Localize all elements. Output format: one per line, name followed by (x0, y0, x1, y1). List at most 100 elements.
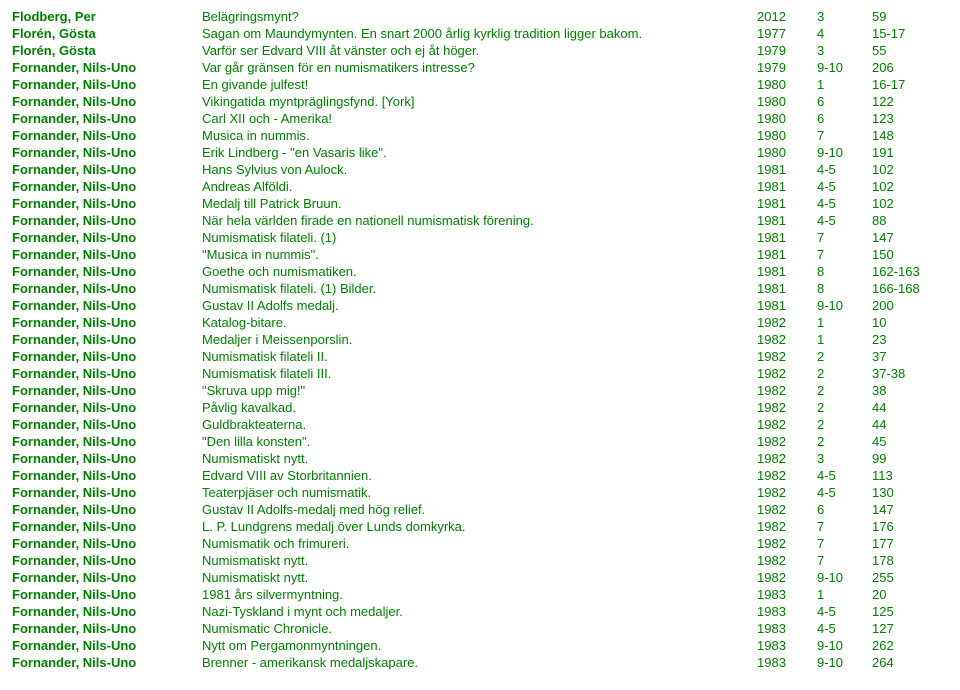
title-cell: "Skruva upp mig!" (202, 382, 757, 399)
table-row: Fornander, Nils-UnoNumismatisk filateli.… (12, 280, 948, 297)
table-row: Fornander, Nils-UnoCarl XII och - Amerik… (12, 110, 948, 127)
page-cell: 150 (872, 246, 948, 263)
page-cell: 10 (872, 314, 948, 331)
author-cell: Fornander, Nils-Uno (12, 110, 202, 127)
table-row: Fornander, Nils-UnoL. P. Lundgrens medal… (12, 518, 948, 535)
year-cell: 1977 (757, 25, 817, 42)
title-cell: Musica in nummis. (202, 127, 757, 144)
issue-cell: 9-10 (817, 144, 872, 161)
year-cell: 1982 (757, 569, 817, 586)
page-cell: 38 (872, 382, 948, 399)
table-row: Fornander, Nils-UnoErik Lindberg - "en V… (12, 144, 948, 161)
title-cell: Goethe och numismatiken. (202, 263, 757, 280)
issue-cell: 2 (817, 433, 872, 450)
year-cell: 1981 (757, 229, 817, 246)
issue-cell: 3 (817, 8, 872, 25)
year-cell: 1982 (757, 433, 817, 450)
author-cell: Fornander, Nils-Uno (12, 314, 202, 331)
author-cell: Fornander, Nils-Uno (12, 93, 202, 110)
title-cell: Hans Sylvius von Aulock. (202, 161, 757, 178)
issue-cell: 9-10 (817, 654, 872, 671)
page-cell: 147 (872, 501, 948, 518)
year-cell: 1982 (757, 314, 817, 331)
author-cell: Fornander, Nils-Uno (12, 144, 202, 161)
year-cell: 1982 (757, 331, 817, 348)
table-row: Fornander, Nils-UnoAndreas Alföldi.19814… (12, 178, 948, 195)
page-cell: 37 (872, 348, 948, 365)
table-row: Fornander, Nils-Uno1981 års silvermyntni… (12, 586, 948, 603)
title-cell: Numismatisk filateli II. (202, 348, 757, 365)
issue-cell: 2 (817, 416, 872, 433)
issue-cell: 7 (817, 127, 872, 144)
page-cell: 200 (872, 297, 948, 314)
issue-cell: 2 (817, 348, 872, 365)
page-cell: 123 (872, 110, 948, 127)
page-cell: 166-168 (872, 280, 948, 297)
issue-cell: 7 (817, 518, 872, 535)
title-cell: "Musica in nummis". (202, 246, 757, 263)
issue-cell: 2 (817, 365, 872, 382)
table-row: Fornander, Nils-UnoNumismatiskt nytt.198… (12, 569, 948, 586)
year-cell: 1982 (757, 416, 817, 433)
title-cell: En givande julfest! (202, 76, 757, 93)
author-cell: Fornander, Nils-Uno (12, 127, 202, 144)
page-cell: 262 (872, 637, 948, 654)
issue-cell: 4-5 (817, 178, 872, 195)
table-row: Fornander, Nils-UnoMedaljer i Meissenpor… (12, 331, 948, 348)
page-cell: 177 (872, 535, 948, 552)
year-cell: 1982 (757, 365, 817, 382)
author-cell: Fornander, Nils-Uno (12, 178, 202, 195)
page-cell: 20 (872, 586, 948, 603)
author-cell: Fornander, Nils-Uno (12, 297, 202, 314)
author-cell: Fornander, Nils-Uno (12, 620, 202, 637)
title-cell: Nytt om Pergamonmyntningen. (202, 637, 757, 654)
issue-cell: 6 (817, 110, 872, 127)
author-cell: Fornander, Nils-Uno (12, 399, 202, 416)
issue-cell: 9-10 (817, 59, 872, 76)
year-cell: 1983 (757, 637, 817, 654)
title-cell: L. P. Lundgrens medalj över Lunds domkyr… (202, 518, 757, 535)
year-cell: 1982 (757, 535, 817, 552)
author-cell: Florén, Gösta (12, 42, 202, 59)
author-cell: Fornander, Nils-Uno (12, 450, 202, 467)
table-row: Fornander, Nils-UnoNumismatiskt nytt.198… (12, 450, 948, 467)
title-cell: Katalog-bitare. (202, 314, 757, 331)
author-cell: Fornander, Nils-Uno (12, 484, 202, 501)
year-cell: 1981 (757, 297, 817, 314)
author-cell: Fornander, Nils-Uno (12, 246, 202, 263)
year-cell: 1983 (757, 603, 817, 620)
author-cell: Fornander, Nils-Uno (12, 263, 202, 280)
table-row: Fornander, Nils-UnoNumismatisk filateli.… (12, 229, 948, 246)
table-row: Fornander, Nils-Uno"Musica in nummis".19… (12, 246, 948, 263)
title-cell: Teaterpjäser och numismatik. (202, 484, 757, 501)
issue-cell: 3 (817, 42, 872, 59)
year-cell: 1980 (757, 93, 817, 110)
author-cell: Fornander, Nils-Uno (12, 518, 202, 535)
author-cell: Fornander, Nils-Uno (12, 467, 202, 484)
page-cell: 102 (872, 178, 948, 195)
year-cell: 1980 (757, 127, 817, 144)
table-row: Florén, GöstaSagan om Maundymynten. En s… (12, 25, 948, 42)
year-cell: 1982 (757, 518, 817, 535)
year-cell: 1983 (757, 654, 817, 671)
year-cell: 1982 (757, 467, 817, 484)
year-cell: 1981 (757, 263, 817, 280)
page-cell: 113 (872, 467, 948, 484)
page-cell: 255 (872, 569, 948, 586)
page-cell: 44 (872, 399, 948, 416)
issue-cell: 4-5 (817, 161, 872, 178)
author-cell: Fornander, Nils-Uno (12, 365, 202, 382)
page-cell: 178 (872, 552, 948, 569)
table-row: Fornander, Nils-UnoNär hela världen fira… (12, 212, 948, 229)
title-cell: Påvlig kavalkad. (202, 399, 757, 416)
author-cell: Fornander, Nils-Uno (12, 382, 202, 399)
table-row: Fornander, Nils-UnoGustav II Adolfs meda… (12, 297, 948, 314)
year-cell: 1982 (757, 382, 817, 399)
year-cell: 1982 (757, 552, 817, 569)
title-cell: Guldbrakteaterna. (202, 416, 757, 433)
title-cell: Edvard VIII av Storbritannien. (202, 467, 757, 484)
page-cell: 55 (872, 42, 948, 59)
issue-cell: 8 (817, 263, 872, 280)
issue-cell: 1 (817, 314, 872, 331)
page-cell: 130 (872, 484, 948, 501)
